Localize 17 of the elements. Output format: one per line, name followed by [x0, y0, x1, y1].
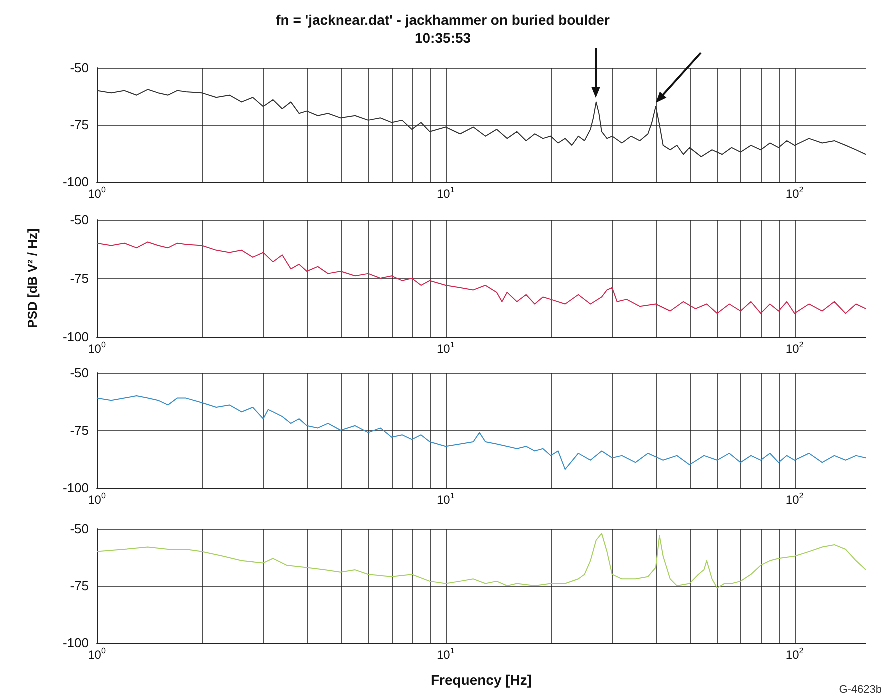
y-tick-label: -50 — [70, 212, 89, 228]
y-tick-label: -100 — [62, 330, 89, 344]
y-tick-label: -100 — [62, 480, 89, 496]
text: G-4623b — [839, 684, 882, 696]
chart-subtitle: 10:35:53 — [414, 30, 472, 46]
y-tick-label: -75 — [70, 423, 89, 438]
y-tick-label: -75 — [70, 271, 89, 286]
y-tick-label: -100 — [62, 174, 89, 190]
y-tick-label: -75 — [70, 578, 89, 594]
y-axis-title: PSD [dB V² / Hz] — [25, 228, 40, 328]
y-tick-label: -50 — [70, 60, 89, 76]
y-tick-label: -100 — [62, 636, 89, 650]
y-tick-label: -75 — [70, 118, 89, 132]
chart-title: fn = 'jacknear.dat' - jackhammer on buried boulder — [276, 12, 610, 28]
x-axis-title: Frequency [Hz] — [430, 672, 532, 688]
y-tick-label: -50 — [70, 366, 89, 380]
y-tick-label: -50 — [70, 522, 89, 536]
